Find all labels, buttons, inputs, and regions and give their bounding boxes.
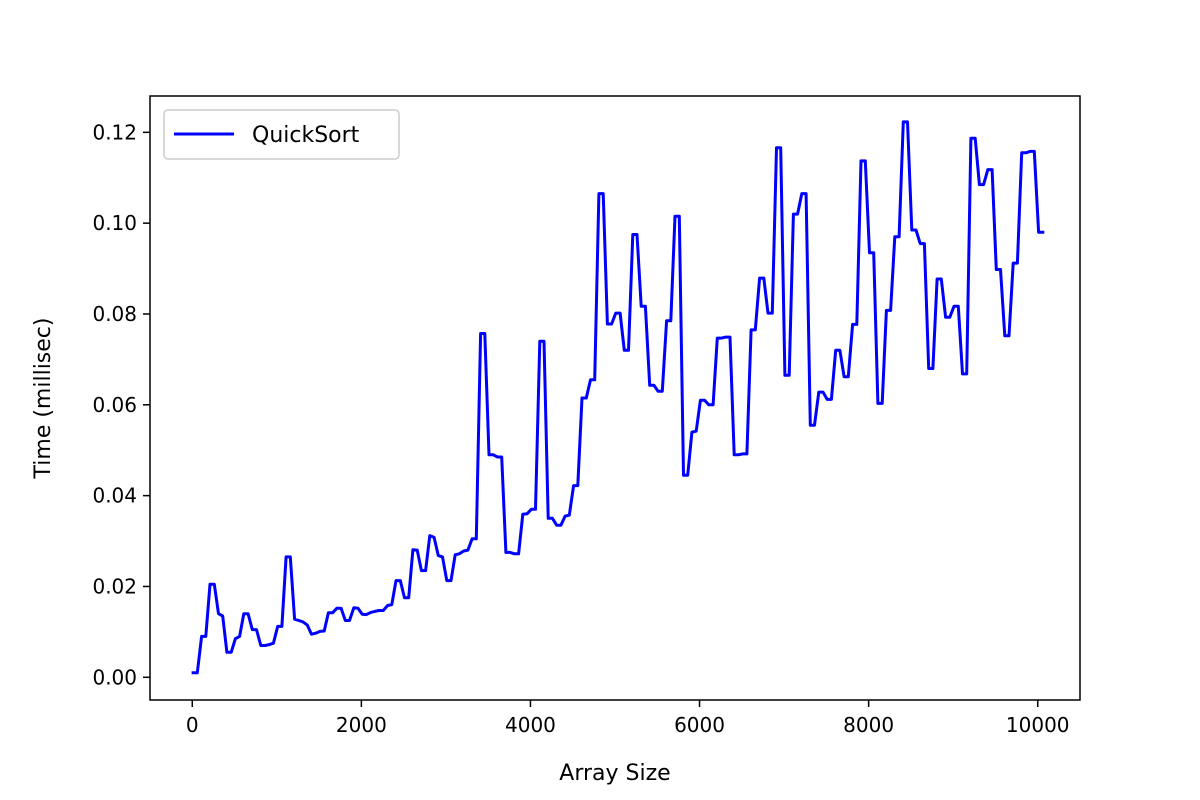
y-tick-label: 0.08: [92, 302, 137, 326]
x-tick-label: 8000: [843, 713, 894, 737]
y-tick-label: 0.12: [92, 120, 137, 144]
x-tick-label: 4000: [505, 713, 556, 737]
plot-area: [191, 120, 1045, 675]
tick-marks: 0 2000 4000 6000 8000 10000 0.00 0.02 0.04 0.06 0.…: [92, 120, 1069, 737]
y-tick-label: 0.00: [92, 665, 137, 689]
x-tick-label: 2000: [336, 713, 387, 737]
series-line-0: [191, 120, 1045, 675]
y-tick-label: 0.06: [92, 393, 137, 417]
y-axis-label: Time (millisec): [31, 318, 56, 480]
y-tick-label: 0.10: [92, 211, 137, 235]
legend: QuickSort: [163, 109, 400, 160]
legend-box: [163, 109, 400, 160]
y-tick-label: 0.04: [92, 484, 137, 508]
y-tick-label: 0.02: [92, 574, 137, 598]
x-tick-label: 6000: [674, 713, 725, 737]
x-tick-label: 10000: [1006, 713, 1070, 737]
axes: [149, 95, 1081, 701]
x-axis-label: Array Size: [559, 761, 670, 786]
axes-frame: [149, 95, 1081, 701]
x-tick-label: 0: [186, 713, 199, 737]
legend-label-quicksort: QuickSort: [252, 123, 360, 148]
